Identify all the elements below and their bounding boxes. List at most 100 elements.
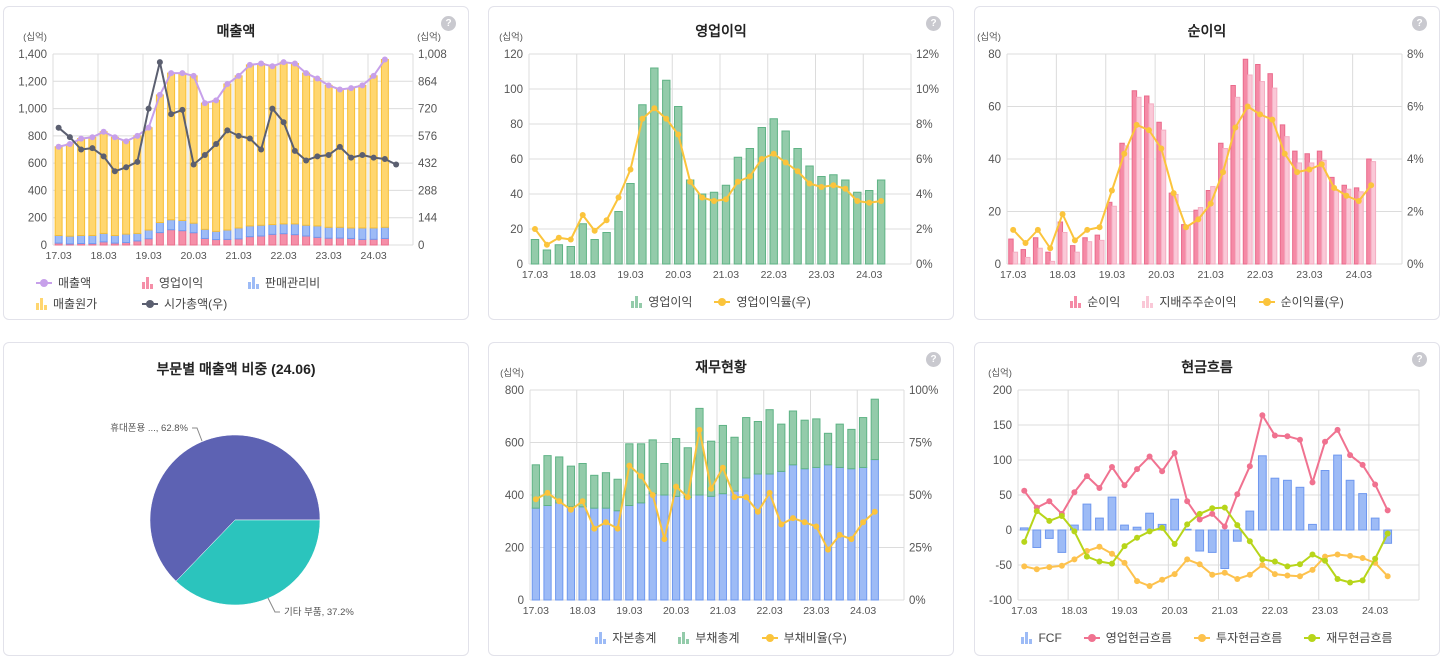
data-point [1355, 198, 1362, 204]
bar [1220, 529, 1230, 569]
help-icon[interactable]: ? [926, 16, 941, 31]
series-line [1024, 545, 1389, 587]
data-point [1033, 566, 1040, 573]
y-left-tick-label: 1,000 [18, 104, 47, 116]
data-point [1159, 576, 1166, 583]
legend-label: 투자현금흐름 [1216, 631, 1283, 645]
bar-series-icon [1142, 295, 1154, 308]
data-point [1309, 479, 1316, 486]
bar [1383, 529, 1393, 544]
data-point [1234, 522, 1241, 529]
data-point [639, 115, 646, 122]
y-left-tick-label: 400 [505, 490, 524, 502]
bar [167, 72, 176, 221]
bar [555, 502, 564, 601]
y-left-tick-label: 800 [505, 385, 524, 397]
y-left-tick-label: 40 [988, 154, 1001, 166]
legend-item-revenue[interactable]: 매출액 [36, 274, 142, 291]
bar [77, 234, 86, 244]
help-icon[interactable]: ? [441, 16, 456, 31]
data-point [1220, 169, 1227, 176]
y-left-unit-label: (십억) [988, 367, 1012, 379]
bar [578, 463, 587, 508]
bar [313, 225, 322, 238]
data-point [830, 182, 837, 189]
bar [1082, 503, 1092, 531]
help-icon[interactable]: ? [1412, 352, 1427, 367]
data-point [1331, 184, 1338, 191]
bar [707, 495, 716, 601]
bar [212, 230, 221, 241]
bar [99, 232, 108, 243]
legend-item-financing-cf[interactable]: 재무현금흐름 [1304, 629, 1393, 646]
data-point [1294, 169, 1301, 176]
bar [155, 221, 164, 234]
data-point [1372, 555, 1379, 562]
y-left-tick-label: -50 [995, 560, 1012, 572]
data-point [603, 217, 610, 224]
bar [1296, 162, 1303, 265]
legend-item-sga[interactable]: 판매관리비 [248, 274, 354, 291]
legend-item-debt-ratio[interactable]: 부채비율(우) [761, 629, 847, 646]
bar [1257, 455, 1267, 531]
bar [155, 94, 164, 223]
bar [781, 130, 790, 265]
data-point [789, 515, 796, 522]
legend-item-liabilities[interactable]: 부채총계 [678, 629, 740, 646]
bar [1245, 510, 1255, 531]
legend-item-investing-cf[interactable]: 투자현금흐름 [1194, 629, 1282, 646]
bar [178, 72, 187, 221]
y-right-tick-label: 288 [418, 185, 437, 197]
help-icon[interactable]: ? [1412, 16, 1427, 31]
legend-item-equity[interactable]: 자본총계 [595, 629, 656, 646]
bar [542, 249, 552, 265]
bar [245, 236, 254, 246]
y-right-tick-label: 10% [916, 84, 939, 96]
chart-title: 순이익 [1187, 23, 1227, 39]
data-point [1244, 103, 1251, 110]
data-point [168, 70, 175, 77]
legend-item-operating-margin[interactable]: 영업이익률(우) [714, 293, 811, 310]
bar [1032, 237, 1039, 265]
help-icon[interactable]: ? [926, 352, 941, 367]
bar [189, 222, 198, 234]
legend-item-controlling-net-income[interactable]: 지배주주순이익 [1142, 293, 1237, 310]
bar [1230, 85, 1236, 265]
bar [841, 179, 850, 265]
bar [178, 219, 187, 232]
bar [369, 227, 378, 240]
data-point [1071, 237, 1078, 244]
bar [671, 438, 681, 497]
bar [1020, 249, 1027, 265]
legend-item-net-margin[interactable]: 순이익률(우) [1258, 293, 1344, 310]
bar [167, 219, 176, 231]
data-point [770, 150, 777, 157]
bar [613, 478, 622, 512]
bar [200, 102, 209, 230]
bar [358, 238, 367, 246]
bar [54, 146, 63, 236]
legend-item-market-cap[interactable]: 시가총액(우) [142, 295, 248, 312]
legend-item-fcf[interactable]: FCF [1021, 629, 1062, 646]
x-tick-label: 21.03 [710, 605, 736, 617]
legend-item-operating-profit[interactable]: 영업이익 [631, 293, 692, 310]
chart-title: 영업이익 [695, 23, 747, 39]
chart-4: 0 200 400 600 800 0% 25% 50% 75% 100% 17.03 18.03 19… [500, 367, 938, 617]
data-point [111, 134, 118, 141]
data-point [201, 151, 208, 158]
y-right-tick-label: 0 [418, 240, 424, 252]
legend-item-operating-profit[interactable]: 영업이익 [142, 274, 248, 291]
bar [1144, 95, 1150, 265]
data-point [614, 525, 621, 532]
data-point [1034, 226, 1041, 233]
legend-item-net-income[interactable]: 순이익 [1070, 293, 1120, 310]
legend-label: 시가총액(우) [164, 297, 228, 311]
legend-item-operating-cf[interactable]: 영업현금흐름 [1083, 629, 1172, 646]
bar [1049, 260, 1056, 265]
legend-item-cogs[interactable]: 매출원가 [36, 295, 142, 312]
data-point [156, 59, 163, 66]
data-point [1368, 182, 1375, 189]
data-point [1096, 485, 1103, 491]
label-leader-line [267, 597, 280, 613]
bar [144, 127, 153, 231]
